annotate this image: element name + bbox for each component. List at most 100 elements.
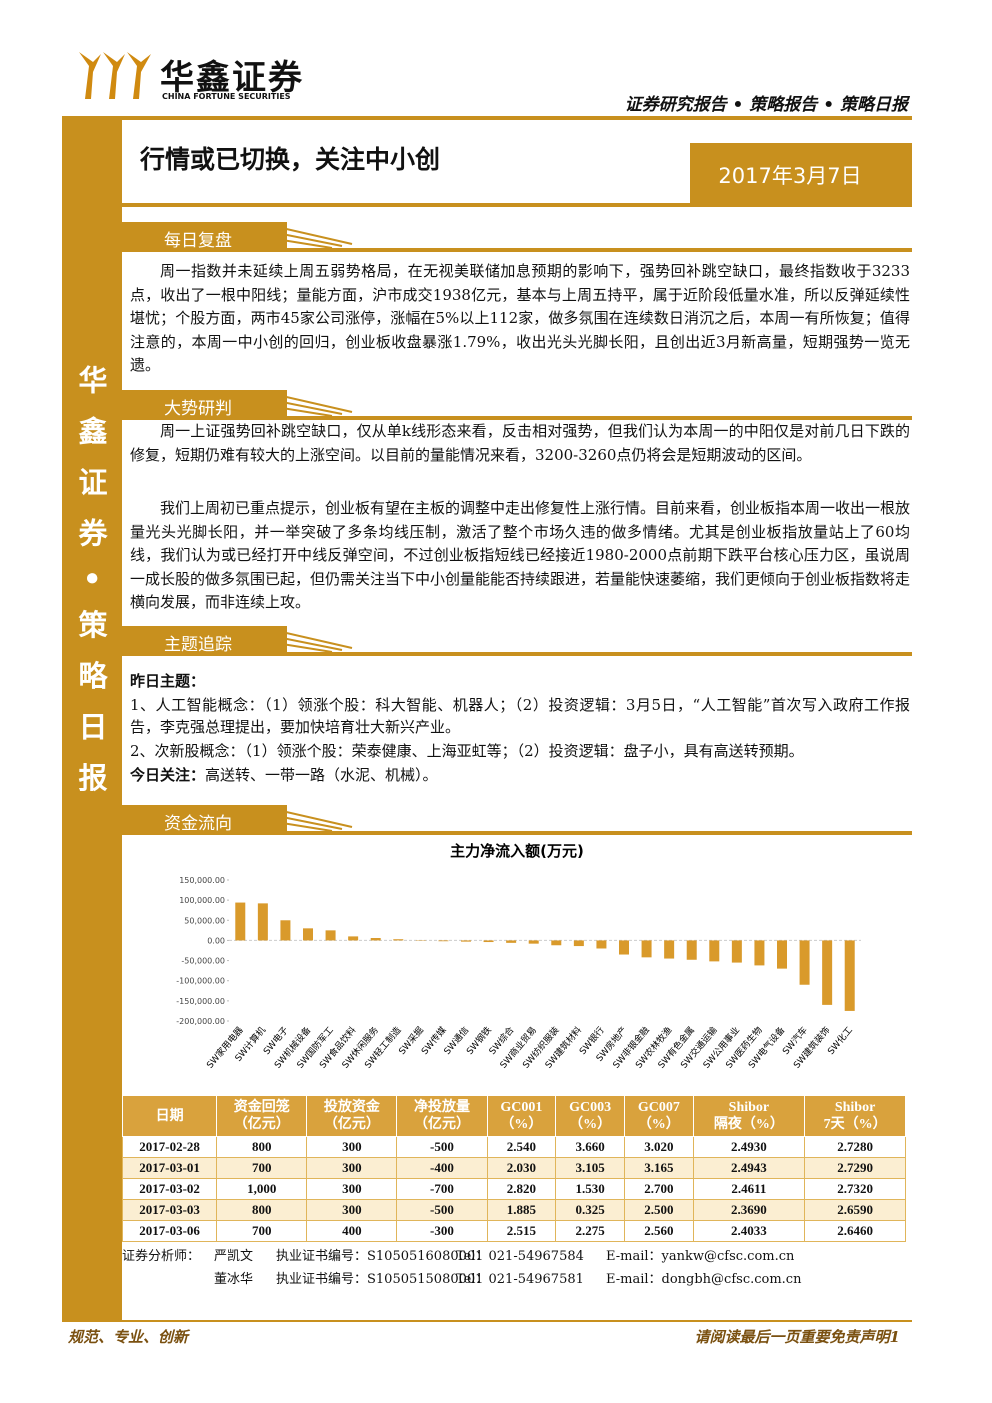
table-cell: 2.4943: [692, 1157, 806, 1179]
header-text: 资金回笼: [233, 1100, 290, 1115]
header-text: 投放资金: [323, 1100, 380, 1115]
table-cell: 2.820: [486, 1178, 557, 1200]
table-cell: 2.7320: [804, 1178, 906, 1200]
section-bar: [122, 390, 287, 418]
logo-text: 华鑫证券: [160, 58, 304, 98]
analyst-role: 证券分析师：: [122, 1249, 201, 1264]
header-text: （亿元）: [323, 1117, 380, 1132]
table-cell: 2.3690: [692, 1199, 806, 1221]
analyst-cert: 执业证书编号：S1050516080001: [276, 1249, 484, 1264]
table-cell: 2.515: [486, 1220, 557, 1242]
bar: [438, 940, 449, 942]
section-rule: [122, 248, 912, 252]
header-text: （%）: [637, 1117, 680, 1132]
table-cell: 1,000: [216, 1178, 308, 1200]
section-rule: [122, 831, 912, 835]
label: 今日关注：: [130, 766, 206, 784]
analyst-email: E-mail：yankw@cfsc.com.cn: [606, 1249, 795, 1264]
header-text: GC003: [569, 1100, 612, 1115]
bar: [844, 940, 855, 1011]
section-title: 大势研判: [164, 399, 232, 419]
analysts: 证券分析师： 严凯文 执业证书编号：S1050516080001 Tel：021-54…: [122, 1245, 806, 1291]
analyst-tel: Tel：021-54967581: [456, 1272, 584, 1287]
bar: [280, 920, 291, 941]
bar: [348, 936, 359, 941]
footer-rule: [62, 1320, 912, 1322]
table-row: 2017-03-02 1,000 300 -700 2.820 1.530 2.700 2.4…: [121, 1178, 906, 1200]
table-cell: 2017-03-01: [121, 1157, 218, 1179]
footer-left: 规范、专业、创新: [68, 1328, 189, 1346]
bar: [777, 940, 787, 969]
title-rule: [122, 203, 912, 207]
section-title: 资金流向: [164, 814, 232, 834]
table-cell: 2017-03-02: [121, 1178, 218, 1200]
table-row: 2017-02-28 800 300 -500 2.540 3.660 3.020 2.493…: [121, 1136, 906, 1158]
bar: [370, 938, 381, 941]
bar: [506, 940, 517, 943]
header-text: Shibor: [834, 1100, 876, 1115]
sidebar: [62, 120, 122, 1322]
analyst-name: 董冰华: [214, 1272, 254, 1287]
bar: [325, 930, 336, 941]
logo-en: CHINA FORTUNE SECURITIES: [162, 92, 291, 101]
section-header: 大势研判: [122, 390, 912, 420]
table-cell: 3.020: [623, 1136, 694, 1158]
section-title: 每日复盘: [164, 231, 232, 251]
table-row: 2017-03-06 700 400 -300 2.515 2.275 2.560 2.403…: [121, 1220, 906, 1242]
header-text: Shibor: [728, 1100, 770, 1115]
bar: [573, 940, 584, 947]
y-tick-label: -50,000.00: [181, 957, 225, 966]
table-cell: -500: [396, 1199, 488, 1221]
table-cell: 300: [306, 1199, 398, 1221]
table-cell: 300: [306, 1178, 398, 1200]
table-cell: 800: [216, 1199, 308, 1221]
table-cell: 2.500: [623, 1199, 694, 1221]
y-tick-label: -150,000.00: [176, 997, 225, 1006]
header-cell: 资金回笼 （亿元）: [216, 1095, 308, 1137]
analyst-cert: 执业证书编号：S1050515080001: [276, 1272, 484, 1287]
table-cell: 2.6460: [804, 1220, 906, 1242]
table-cell: -700: [396, 1178, 488, 1200]
table-cell: 2.560: [623, 1220, 694, 1242]
stripes: [282, 631, 353, 653]
header-cell: Shibor 隔夜（%）: [692, 1095, 806, 1137]
table-cell: 400: [306, 1220, 398, 1242]
stripes: [282, 227, 353, 249]
bar: [551, 940, 562, 946]
y-tick-label: 100,000.00: [179, 896, 225, 905]
logo-icon: [79, 52, 151, 99]
section-header: 主题追踪: [122, 626, 912, 656]
bar: [799, 940, 810, 985]
header-text: （亿元）: [413, 1117, 470, 1132]
section-header: 每日复盘: [122, 222, 912, 252]
header-row: 日期 资金回笼 （亿元） 投放资金 （亿元） 净投放量 （亿元） GC001 （%） GC003 （…: [121, 1095, 906, 1137]
table-cell: 2017-03-03: [121, 1199, 218, 1221]
table-cell: 2.4930: [692, 1136, 806, 1158]
table-cell: 2017-02-28: [121, 1136, 218, 1158]
y-tick-label: -200,000.00: [176, 1017, 225, 1026]
table-cell: 700: [216, 1220, 308, 1242]
header-cell: GC001 （%）: [486, 1095, 557, 1137]
bar: [303, 928, 313, 941]
table-cell: 2.7280: [804, 1136, 906, 1158]
bar: [393, 939, 404, 941]
header-text: 7天（%）: [823, 1117, 887, 1132]
table-cell: 3.165: [623, 1157, 694, 1179]
section-bar: [122, 222, 287, 250]
stripes: [282, 395, 353, 417]
table-cell: 2.4611: [692, 1178, 806, 1200]
table-cell: 3.660: [555, 1136, 625, 1158]
table-cell: 800: [216, 1136, 308, 1158]
y-tick-label: 0.00: [207, 936, 225, 945]
bar: [619, 940, 629, 955]
header-text: （%）: [569, 1117, 612, 1132]
analyst-name: 严凯文: [214, 1249, 254, 1264]
bar: [596, 940, 607, 949]
section-bar: [122, 805, 287, 833]
bar: [483, 940, 494, 943]
header-rule: [62, 116, 912, 120]
table-cell: 2.6590: [804, 1199, 906, 1221]
header-cell: 日期: [121, 1095, 218, 1137]
y-tick-label: 50,000.00: [184, 916, 225, 925]
